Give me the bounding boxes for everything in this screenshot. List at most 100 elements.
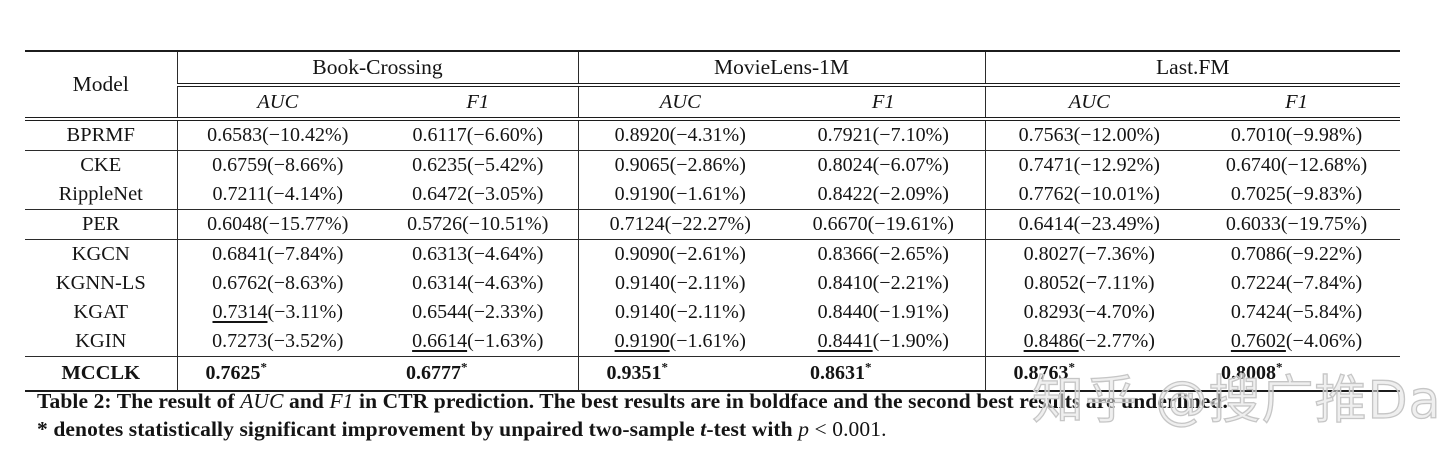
metric-cell: 0.8441(−1.90%) bbox=[782, 327, 986, 357]
metric-value: 0.8052 bbox=[1024, 272, 1079, 294]
metric-delta: (−3.11%) bbox=[267, 301, 344, 323]
metric-value: 0.7314 bbox=[212, 301, 268, 323]
model-name: CKE bbox=[25, 150, 178, 180]
metric-value: 0.7602 bbox=[1230, 330, 1286, 352]
metric-cell: 0.8920(−4.31%) bbox=[577, 119, 782, 151]
metric-value: 0.6033 bbox=[1225, 213, 1281, 235]
metric-value: 0.8008 bbox=[1221, 362, 1277, 384]
metric-value: 0.6841 bbox=[212, 243, 268, 265]
significance-star: * bbox=[865, 359, 872, 375]
metric-delta: (−4.31%) bbox=[669, 124, 746, 146]
metric-value: 0.8920 bbox=[614, 124, 670, 146]
model-name: KGCN bbox=[25, 239, 178, 269]
caption-segment: and bbox=[283, 389, 330, 413]
model-name: KGIN bbox=[25, 327, 178, 357]
metric-delta: (−10.51%) bbox=[462, 213, 549, 235]
metric-cell: 0.8293(−4.70%) bbox=[984, 298, 1194, 327]
metric-value: 0.7086 bbox=[1230, 243, 1286, 265]
metric-delta: (−3.05%) bbox=[467, 183, 544, 205]
significance-star: * bbox=[661, 359, 669, 375]
metric-delta: (−9.98%) bbox=[1285, 124, 1363, 146]
metric-value: 0.7625 bbox=[205, 362, 261, 384]
metric-delta: (−7.36%) bbox=[1078, 243, 1155, 265]
metric-value: 0.7273 bbox=[212, 330, 268, 352]
metric-cell: 0.6762(−8.63%) bbox=[176, 269, 378, 298]
table-row: CKE 0.6759(−8.66%) 0.6235(−5.42%) 0.9065(−2… bbox=[25, 150, 1400, 181]
metric-delta: (−2.11%) bbox=[669, 272, 746, 294]
metric-cell: 0.7273(−3.52%) bbox=[176, 327, 378, 357]
metric-value: 0.6777 bbox=[406, 362, 461, 384]
significance-star: * bbox=[260, 359, 268, 375]
metric-delta: (−4.14%) bbox=[266, 183, 344, 205]
significance-star: * bbox=[1068, 359, 1076, 375]
metric-value: 0.9090 bbox=[614, 243, 670, 265]
metric-value: 0.6314 bbox=[412, 272, 468, 294]
metric-header-auc: AUC bbox=[577, 85, 782, 121]
metric-value: 0.6313 bbox=[412, 243, 468, 265]
metric-value: 0.8440 bbox=[817, 301, 873, 323]
caption-segment: AUC bbox=[240, 389, 284, 413]
metric-delta: (−2.11%) bbox=[669, 301, 746, 323]
metric-cell: 0.8008* bbox=[1193, 357, 1400, 392]
metric-value: 0.6759 bbox=[212, 154, 268, 176]
metric-value: 0.8763 bbox=[1013, 362, 1069, 384]
metric-cell: 0.7124(−22.27%) bbox=[577, 209, 782, 240]
metric-header-auc: AUC bbox=[176, 85, 378, 121]
table-row: KGIN 0.7273(−3.52%) 0.6614(−1.63%) 0.9190(−… bbox=[25, 327, 1401, 357]
metric-delta: (−4.70%) bbox=[1078, 301, 1155, 323]
caption-segment: * denotes statistically significant impr… bbox=[37, 417, 701, 441]
header-group-row: Model Book-Crossing MovieLens-1M Last.FM bbox=[25, 51, 1401, 121]
metric-cell: 0.9140(−2.11%) bbox=[577, 298, 782, 327]
metric-delta: (−12.68%) bbox=[1280, 154, 1368, 176]
metric-value: 0.8441 bbox=[817, 330, 873, 352]
metric-cell: 0.6314(−4.63%) bbox=[378, 269, 578, 298]
metric-cell: 0.8631* bbox=[782, 357, 985, 392]
metric-delta: (−1.63%) bbox=[467, 330, 544, 352]
metric-cell: 0.7471(−12.92%) bbox=[984, 150, 1194, 180]
metric-delta: (−1.61%) bbox=[669, 183, 746, 205]
metric-value: 0.8024 bbox=[817, 154, 873, 176]
metric-delta: (−6.60%) bbox=[466, 124, 544, 146]
metric-value: 0.7424 bbox=[1230, 301, 1286, 323]
table-row: KGNN-LS 0.6762(−8.63%) 0.6314(−4.63%) 0.914… bbox=[25, 269, 1400, 298]
metric-delta: (−4.06%) bbox=[1285, 330, 1363, 352]
metric-cell: 0.7921(−7.10%) bbox=[782, 119, 986, 151]
metric-value: 0.6762 bbox=[212, 272, 268, 294]
metric-cell: 0.9190(−1.61%) bbox=[577, 180, 782, 210]
metric-delta: (−7.11%) bbox=[1079, 272, 1155, 294]
metric-delta: (−7.84%) bbox=[1285, 272, 1363, 294]
metric-delta: (−2.65%) bbox=[872, 243, 949, 265]
model-name: MCCLK bbox=[25, 356, 178, 391]
metric-cell: 0.8486(−2.77%) bbox=[984, 327, 1194, 357]
metric-cell: 0.7563(−12.00%) bbox=[984, 119, 1194, 151]
metric-cell: 0.6048(−15.77%) bbox=[176, 209, 378, 240]
metric-value: 0.6544 bbox=[412, 301, 468, 323]
model-name: RippleNet bbox=[25, 180, 178, 210]
metric-value: 0.9190 bbox=[614, 330, 670, 352]
metric-delta: (−5.84%) bbox=[1285, 301, 1363, 323]
metric-value: 0.7921 bbox=[817, 124, 873, 146]
metric-cell: 0.6583(−10.42%) bbox=[176, 119, 378, 151]
metric-cell: 0.8024(−6.07%) bbox=[782, 151, 985, 181]
metric-value: 0.7211 bbox=[212, 183, 267, 205]
metric-cell: 0.6841(−7.84%) bbox=[176, 239, 378, 269]
metric-cell: 0.7625* bbox=[176, 356, 378, 391]
metric-delta: (−2.09%) bbox=[872, 183, 949, 205]
caption-segment: t bbox=[700, 417, 707, 441]
metric-delta: (−19.61%) bbox=[867, 213, 954, 235]
table-caption: Table 2: The result of AUC and F1 in CTR… bbox=[37, 387, 1422, 443]
metric-delta: (−1.61%) bbox=[669, 330, 746, 352]
metric-delta: (−12.92%) bbox=[1073, 154, 1160, 176]
metric-value: 0.9140 bbox=[614, 272, 670, 294]
metric-delta: (−7.84%) bbox=[267, 243, 344, 265]
metric-cell: 0.7314(−3.11%) bbox=[176, 298, 378, 327]
metric-cell: 0.8052(−7.11%) bbox=[984, 269, 1194, 298]
metric-delta: (−10.01%) bbox=[1073, 183, 1160, 205]
metric-delta: (−19.75%) bbox=[1280, 213, 1368, 235]
metric-delta: (−4.63%) bbox=[467, 272, 544, 294]
metric-cell: 0.7025(−9.83%) bbox=[1193, 180, 1401, 210]
metric-cell: 0.7224(−7.84%) bbox=[1193, 269, 1400, 298]
header-metric-row: AUC F1 AUC F1 AUC F1 bbox=[25, 85, 1401, 121]
table-row: MCCLK 0.7625* 0.6777* 0.9351* 0.8631* 0.8763*… bbox=[25, 356, 1400, 392]
metric-value: 0.9351 bbox=[606, 362, 662, 384]
